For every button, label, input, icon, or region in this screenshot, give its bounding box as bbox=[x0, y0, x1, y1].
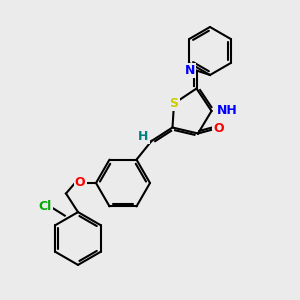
Text: H: H bbox=[138, 130, 148, 143]
Text: O: O bbox=[75, 176, 86, 190]
Text: O: O bbox=[214, 122, 224, 136]
Text: NH: NH bbox=[217, 104, 238, 118]
Text: S: S bbox=[169, 97, 178, 110]
Text: Cl: Cl bbox=[39, 200, 52, 213]
Text: N: N bbox=[185, 64, 195, 77]
